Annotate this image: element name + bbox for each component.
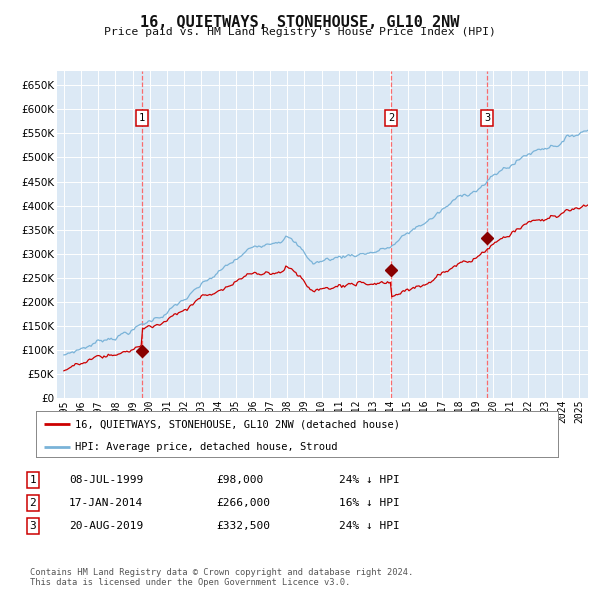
Text: £98,000: £98,000 bbox=[216, 475, 263, 484]
Text: 1: 1 bbox=[29, 475, 37, 484]
Text: 2: 2 bbox=[29, 498, 37, 507]
Text: 16, QUIETWAYS, STONEHOUSE, GL10 2NW (detached house): 16, QUIETWAYS, STONEHOUSE, GL10 2NW (det… bbox=[75, 419, 400, 429]
Text: 2: 2 bbox=[388, 113, 394, 123]
Text: 24% ↓ HPI: 24% ↓ HPI bbox=[339, 475, 400, 484]
Text: HPI: Average price, detached house, Stroud: HPI: Average price, detached house, Stro… bbox=[75, 442, 338, 452]
Text: 16% ↓ HPI: 16% ↓ HPI bbox=[339, 498, 400, 507]
Text: 3: 3 bbox=[484, 113, 490, 123]
Text: 17-JAN-2014: 17-JAN-2014 bbox=[69, 498, 143, 507]
Text: 20-AUG-2019: 20-AUG-2019 bbox=[69, 521, 143, 530]
Text: 1: 1 bbox=[139, 113, 145, 123]
Text: £332,500: £332,500 bbox=[216, 521, 270, 530]
Text: 3: 3 bbox=[29, 521, 37, 530]
Text: 08-JUL-1999: 08-JUL-1999 bbox=[69, 475, 143, 484]
Text: £266,000: £266,000 bbox=[216, 498, 270, 507]
Text: Contains HM Land Registry data © Crown copyright and database right 2024.
This d: Contains HM Land Registry data © Crown c… bbox=[30, 568, 413, 587]
Text: Price paid vs. HM Land Registry's House Price Index (HPI): Price paid vs. HM Land Registry's House … bbox=[104, 27, 496, 37]
Text: 16, QUIETWAYS, STONEHOUSE, GL10 2NW: 16, QUIETWAYS, STONEHOUSE, GL10 2NW bbox=[140, 15, 460, 30]
Text: 24% ↓ HPI: 24% ↓ HPI bbox=[339, 521, 400, 530]
